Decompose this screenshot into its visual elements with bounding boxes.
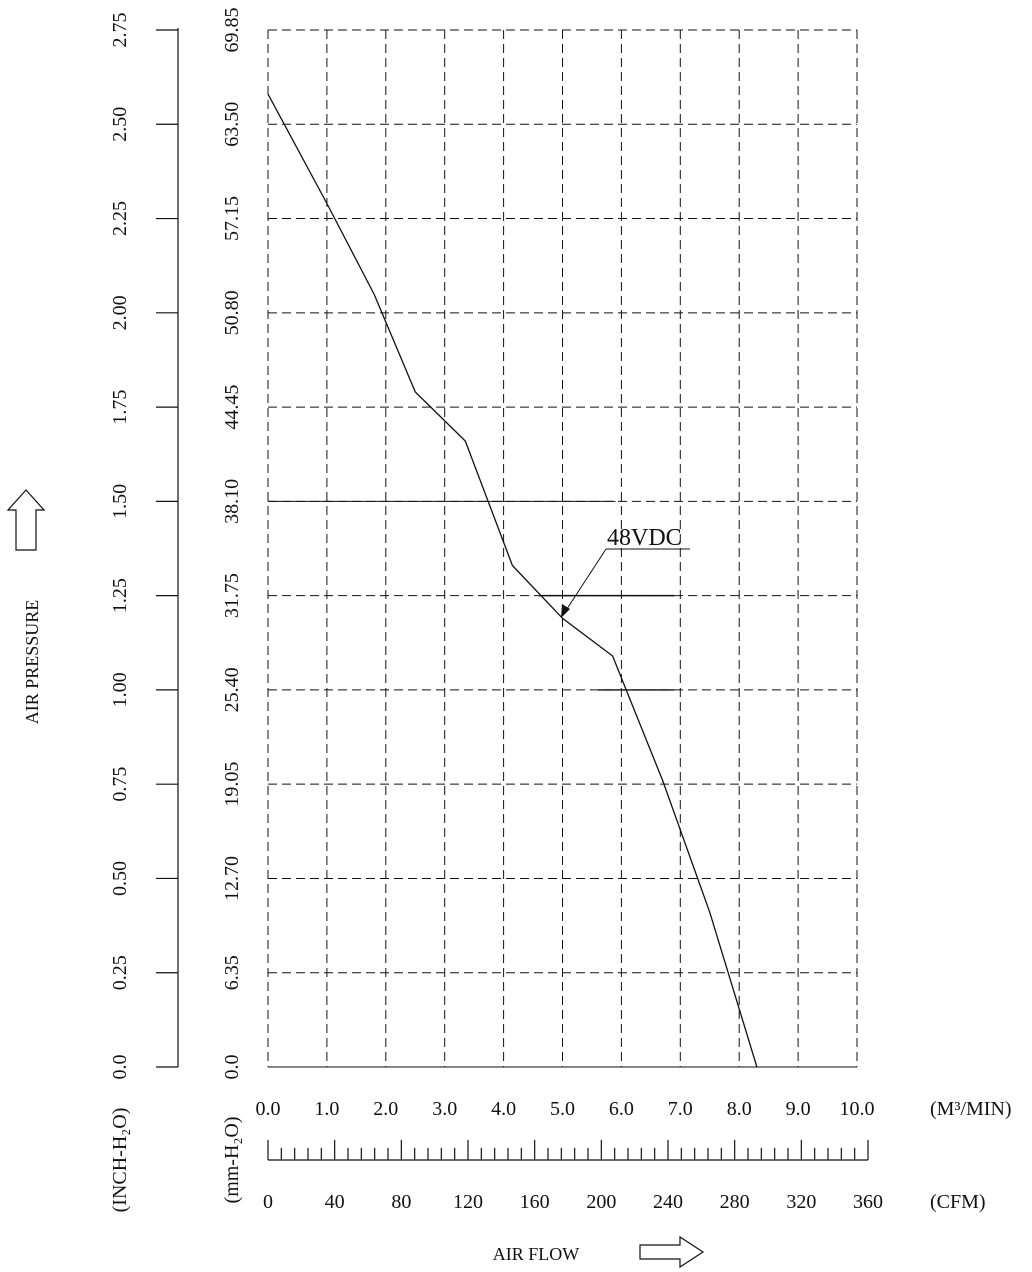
inch-h2o-tick-labels: 0.0 0.25 0.50 0.75 1.00 1.25 1.50 1.75 2.00 2.25 2… [109, 13, 131, 1080]
mm-tick-label: 63.50 [221, 102, 243, 147]
inch-tick-label: 1.50 [109, 484, 131, 519]
cfm-tick-label: 360 [853, 1191, 883, 1213]
inch-tick-label: 1.00 [109, 672, 131, 707]
m3-tick-label: 5.0 [550, 1098, 575, 1120]
up-arrow-icon [6, 489, 46, 551]
series-line [267, 93, 758, 1068]
y-unit-mm-label: (mm-H₂O) [221, 1117, 243, 1204]
cfm-tick-label: 0 [263, 1191, 273, 1213]
m3-tick-label: 9.0 [786, 1098, 811, 1120]
x-axis-title: AIR FLOW [493, 1244, 580, 1264]
right-arrow-icon [639, 1235, 705, 1269]
mm-tick-label: 25.40 [221, 667, 243, 712]
x-unit-m3-label: (M³/MIN) [930, 1098, 1012, 1120]
x-unit-cfm-label: (CFM) [930, 1191, 986, 1213]
mm-tick-label: 38.10 [221, 479, 243, 524]
inch-tick-label: 1.75 [109, 390, 131, 425]
mm-tick-label: 69.85 [221, 8, 243, 53]
inch-tick-label: 2.25 [109, 201, 131, 236]
m3-tick-label: 7.0 [668, 1098, 693, 1120]
m3-tick-label: 4.0 [491, 1098, 516, 1120]
mm-tick-label: 0.0 [221, 1055, 243, 1080]
inch-tick-label: 2.75 [109, 13, 131, 48]
cfm-tick-label: 240 [653, 1191, 683, 1213]
mm-tick-label: 31.75 [221, 573, 243, 618]
inch-h2o-axis [156, 28, 179, 1068]
cfm-tick-labels: 0 40 80 120 160 200 240 280 320 360 [263, 1191, 883, 1213]
cfm-tick-label: 320 [786, 1191, 816, 1213]
inch-tick-label: 2.50 [109, 107, 131, 142]
m3-tick-label: 2.0 [373, 1098, 398, 1120]
m3-tick-label: 1.0 [314, 1098, 339, 1120]
y-unit-inch-label: (INCH-H₂O) [109, 1108, 131, 1213]
inch-tick-label: 0.50 [109, 861, 131, 896]
mm-tick-label: 19.05 [221, 762, 243, 807]
cfm-tick-label: 160 [520, 1191, 550, 1213]
cfm-tick-label: 200 [586, 1191, 616, 1213]
mm-h2o-tick-labels: 0.0 6.35 12.70 19.05 25.40 31.75 38.10 44.45 50.… [221, 8, 243, 1080]
cfm-tick-label: 40 [325, 1191, 345, 1213]
mm-tick-label: 57.15 [221, 196, 243, 241]
mm-tick-label: 6.35 [221, 955, 243, 990]
annotation-label: 48VDC [607, 525, 682, 551]
mm-tick-label: 44.45 [221, 385, 243, 430]
cfm-tick-label: 80 [391, 1191, 411, 1213]
y-axis-title: AIR PRESSURE [22, 600, 42, 725]
inch-tick-label: 0.0 [109, 1055, 131, 1080]
m3-tick-label: 3.0 [432, 1098, 457, 1120]
inch-tick-label: 1.25 [109, 578, 131, 613]
mm-tick-label: 12.70 [221, 856, 243, 901]
cfm-tick-label: 120 [453, 1191, 483, 1213]
annotation-arrowhead-icon [561, 604, 570, 618]
cfm-axis [267, 1140, 869, 1161]
m3-tick-label: 8.0 [727, 1098, 752, 1120]
inch-tick-label: 0.75 [109, 767, 131, 802]
annotation-leader-line [562, 548, 607, 616]
grid-lines [267, 29, 858, 1068]
m3-tick-label: 0.0 [256, 1098, 281, 1120]
cfm-tick-label: 280 [720, 1191, 750, 1213]
series-48vdc [267, 93, 758, 1068]
m3-tick-label: 10.0 [840, 1098, 875, 1120]
m3-tick-label: 6.0 [609, 1098, 634, 1120]
inch-tick-label: 0.25 [109, 955, 131, 990]
mm-tick-label: 50.80 [221, 290, 243, 335]
inch-tick-label: 2.00 [109, 295, 131, 330]
m3-min-tick-labels: 0.0 1.0 2.0 3.0 4.0 5.0 6.0 7.0 8.0 9.0 10.0 [256, 1098, 875, 1120]
